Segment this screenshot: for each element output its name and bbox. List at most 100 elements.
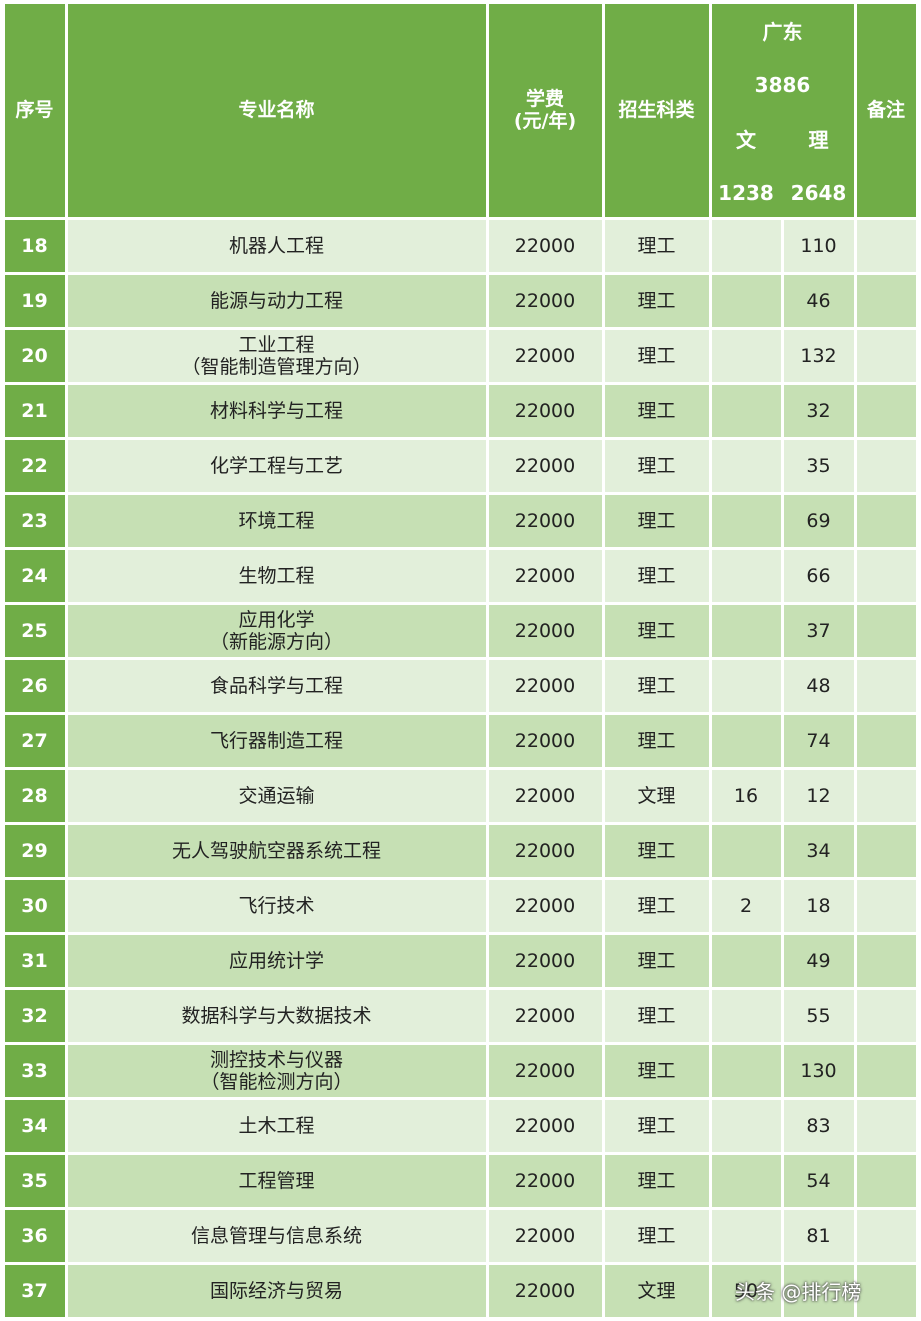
fee: 22000: [488, 274, 602, 327]
row-number: 25: [4, 604, 65, 657]
li-count: 66: [783, 549, 854, 602]
major-line: （智能制造管理方向）: [181, 355, 372, 378]
major-name: 化学工程与工艺: [67, 439, 486, 492]
major-line: 化学工程与工艺: [209, 454, 343, 477]
fee: 22000: [488, 494, 602, 547]
category: 理工: [604, 604, 709, 657]
wen-count: [711, 1154, 781, 1207]
table: 序号 专业名称 学费 (元/年) 招生科类 备注 广东 3886 文理 1238 2648 18 机器人…: [3, 2, 917, 1318]
wen-count: 50: [711, 1264, 781, 1317]
header-label: 广东: [762, 19, 803, 44]
major-name: 飞行器制造工程: [67, 714, 486, 767]
row-number: 18: [4, 219, 65, 272]
note: [856, 769, 916, 822]
fee: 22000: [488, 659, 602, 712]
category: 理工: [604, 1209, 709, 1262]
major-name: 环境工程: [67, 494, 486, 547]
li-count: 48: [783, 659, 854, 712]
major-line: 应用化学: [238, 608, 315, 631]
wen-count: [711, 384, 781, 437]
major-line: 生物工程: [238, 564, 315, 587]
major-line: 应用统计学: [228, 949, 324, 972]
note: [856, 384, 916, 437]
row-number: 28: [4, 769, 65, 822]
row-number: 31: [4, 934, 65, 987]
category: 理工: [604, 714, 709, 767]
note: [856, 494, 916, 547]
category: 理工: [604, 274, 709, 327]
header-label: 1238: [718, 180, 774, 205]
category: 文理: [604, 1264, 709, 1317]
category: 理工: [604, 934, 709, 987]
header-group: 广东 3886 文 理 1238 2648: [711, 3, 854, 217]
note: [856, 989, 916, 1042]
wen-count: [711, 494, 781, 547]
category: 理工: [604, 549, 709, 602]
major-line: 土木工程: [238, 1114, 315, 1137]
major-line: 能源与动力工程: [209, 289, 343, 312]
note: [856, 274, 916, 327]
fee: 22000: [488, 879, 602, 932]
fee: 22000: [488, 384, 602, 437]
major-line: 工程管理: [238, 1169, 315, 1192]
fee: 22000: [488, 1099, 602, 1152]
category: 理工: [604, 384, 709, 437]
li-count: 12: [783, 769, 854, 822]
note: [856, 714, 916, 767]
major-line: 数据科学与大数据技术: [181, 1004, 372, 1027]
row-number: 21: [4, 384, 65, 437]
li-count: [783, 1264, 854, 1317]
major-line: （新能源方向）: [209, 630, 343, 653]
major-line: 交通运输: [238, 784, 315, 807]
fee: 22000: [488, 219, 602, 272]
category: 理工: [604, 1099, 709, 1152]
major-name: 测控技术与仪器 （智能检测方向）: [67, 1044, 486, 1097]
major-name: 工业工程 （智能制造管理方向）: [67, 329, 486, 382]
major-line: 食品科学与工程: [209, 674, 343, 697]
wen-count: [711, 1099, 781, 1152]
li-count: 130: [783, 1044, 854, 1097]
wen-count: [711, 219, 781, 272]
category: 理工: [604, 1154, 709, 1207]
row-number: 34: [4, 1099, 65, 1152]
li-count: 35: [783, 439, 854, 492]
note: [856, 1209, 916, 1262]
wen-count: [711, 1209, 781, 1262]
row-number: 32: [4, 989, 65, 1042]
fee: 22000: [488, 439, 602, 492]
category: 理工: [604, 824, 709, 877]
header-cell: 专业名称: [67, 3, 486, 217]
major-name: 飞行技术: [67, 879, 486, 932]
header-line: (元/年): [513, 110, 577, 132]
header-cell: 学费 (元/年): [488, 3, 602, 217]
row-number: 19: [4, 274, 65, 327]
row-number: 36: [4, 1209, 65, 1262]
major-line: 工业工程: [238, 333, 315, 356]
row-number: 20: [4, 329, 65, 382]
major-name: 无人驾驶航空器系统工程: [67, 824, 486, 877]
fee: 22000: [488, 769, 602, 822]
note: [856, 879, 916, 932]
note: [856, 1044, 916, 1097]
watermark: 头条 @排行榜: [735, 1280, 862, 1304]
wen-count: [711, 329, 781, 382]
row-number: 33: [4, 1044, 65, 1097]
major-line: 测控技术与仪器: [209, 1048, 343, 1071]
note: [856, 549, 916, 602]
li-count: 49: [783, 934, 854, 987]
category: 理工: [604, 494, 709, 547]
fee: 22000: [488, 1154, 602, 1207]
fee: 22000: [488, 1044, 602, 1097]
note: [856, 1264, 916, 1317]
li-count: 37: [783, 604, 854, 657]
header-label: 3886: [754, 72, 811, 97]
major-name: 信息管理与信息系统: [67, 1209, 486, 1262]
major-name: 国际经济与贸易: [67, 1264, 486, 1317]
header-label: 理: [808, 127, 829, 152]
fee: 22000: [488, 989, 602, 1042]
wen-count: [711, 659, 781, 712]
fee: 22000: [488, 329, 602, 382]
category: 理工: [604, 219, 709, 272]
note: [856, 824, 916, 877]
li-count: 74: [783, 714, 854, 767]
